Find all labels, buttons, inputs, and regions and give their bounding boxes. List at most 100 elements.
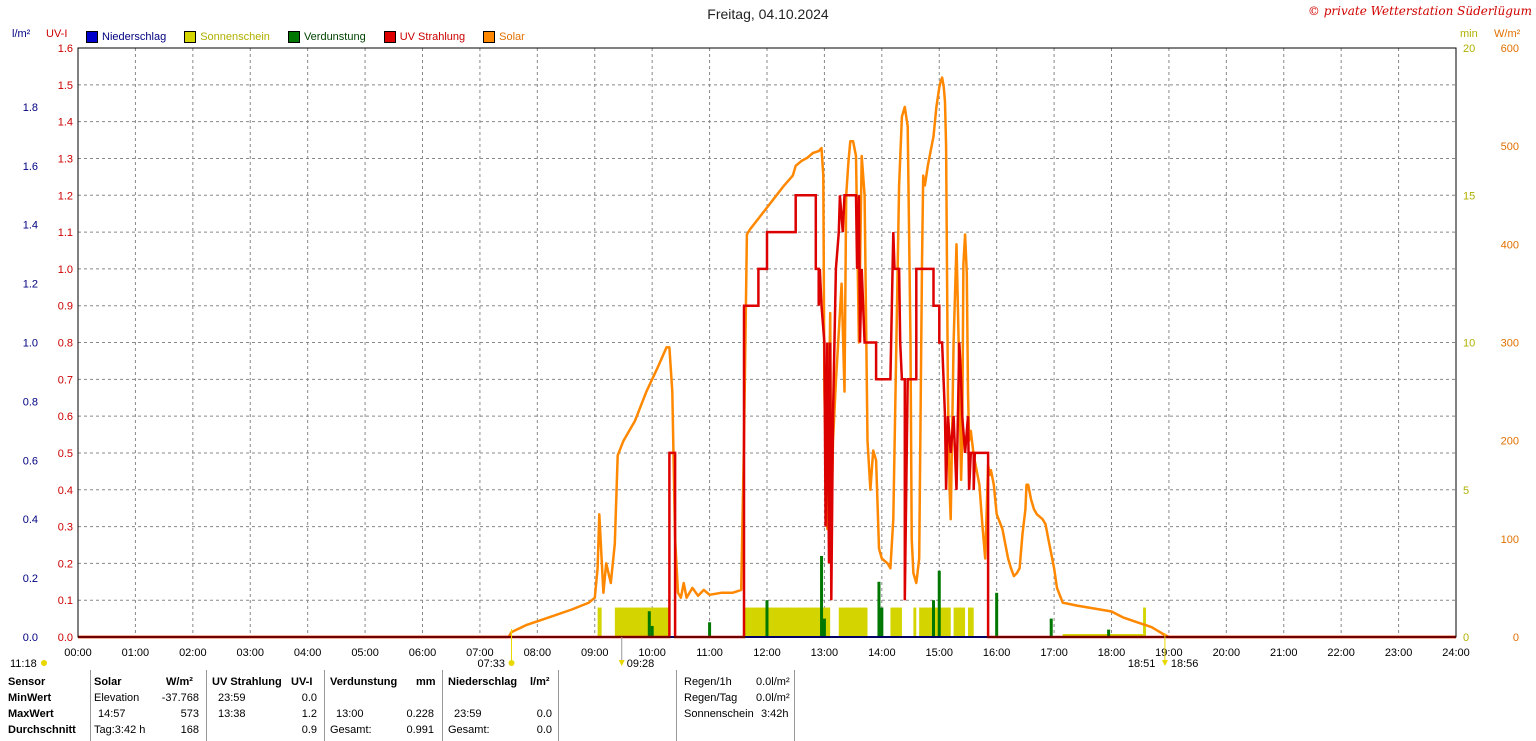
- copyright-label: © private Wetterstation Süderlügum: [1307, 4, 1532, 18]
- right-inner-unit: min: [1460, 28, 1478, 40]
- evaporation-spikes: [647, 556, 1111, 637]
- sun-event-1-label: 09:28: [627, 658, 655, 670]
- legend-label-sonnenschein: Sonnenschein: [200, 31, 270, 43]
- stats-solar-max-value: 573: [180, 708, 199, 720]
- sunshine-axis-tick-label: 0: [1463, 632, 1469, 644]
- sunshine-axis-tick-label: 5: [1463, 485, 1469, 497]
- uv-axis-tick-label: 0.0: [58, 632, 73, 644]
- sunrise-sun-icon: [508, 660, 515, 666]
- stats-rain-header: Niederschlag: [448, 676, 518, 688]
- chart-canvas: 0.0 0.2 0.4 0.6 0.8 1.0 1.2 1.4 1.6 1.8 0.0 0.1 0.2 0…: [10, 43, 1519, 670]
- time-axis-tick-label: 00:00: [64, 647, 92, 659]
- legend-niederschlag: Niederschlag: [86, 31, 166, 43]
- stats-separator: [676, 670, 677, 741]
- uv-axis-tick-label: 0.4: [58, 485, 73, 497]
- stats-verd-max-time: 13:00: [336, 708, 364, 720]
- stats-solar-min-label: Elevation: [94, 692, 140, 704]
- legend-verdunstung: Verdunstung: [287, 31, 366, 43]
- legend-swatch-verdunstung: [287, 31, 300, 43]
- sunshine-bar: [614, 607, 670, 637]
- stats-row-max: MaxWert: [8, 708, 54, 720]
- stats-separator: [206, 670, 207, 741]
- sunshine-bar: [919, 607, 940, 637]
- uv-axis-tick-label: 0.3: [58, 522, 73, 534]
- sunshine-axis-tick-label: 20: [1463, 43, 1475, 55]
- stats-separator: [794, 670, 795, 741]
- stats-uv-header: UV Strahlung: [212, 676, 282, 688]
- chart-legend: Niederschlag Sonnenschein Verdunstung UV…: [86, 31, 525, 43]
- sunshine-bar: [953, 607, 966, 637]
- stats-separator: [442, 670, 443, 741]
- stats-rain-unit: l/m²: [530, 676, 550, 688]
- time-axis-tick-label: 02:00: [179, 647, 207, 659]
- time-axis-tick-label: 09:00: [581, 647, 609, 659]
- time-markers: 11:18 07:33 09:28 18:51 18:56: [10, 629, 1198, 670]
- uv-axis-tick-label: 1.2: [58, 190, 73, 202]
- summary-sonne-label: Sonnenschein: [684, 708, 754, 720]
- uv-axis-tick-label: 0.9: [58, 301, 73, 313]
- time-axis-tick-label: 08:00: [524, 647, 552, 659]
- stats-uv-max-value: 1.2: [301, 708, 317, 720]
- current-time-sun-icon: [41, 660, 47, 666]
- uv-axis-tick-label: 1.3: [58, 153, 73, 165]
- chart-title: Freitag, 04.10.2024: [707, 6, 829, 22]
- legend-swatch-uv: [383, 31, 396, 43]
- time-axis-tick-label: 12:00: [753, 647, 781, 659]
- uv-axis-tick-label: 0.7: [58, 374, 73, 386]
- stats-solar-header: Solar: [94, 676, 122, 688]
- summary-regen-h-value: 0.0l/m²: [756, 676, 790, 688]
- solar-axis-tick-label: 0: [1513, 632, 1519, 644]
- solar-axis-tick-label: 500: [1501, 141, 1519, 153]
- uv-axis-tick-label: 1.0: [58, 264, 73, 276]
- uv-axis-tick-label: 1.5: [58, 80, 73, 92]
- stats-solar-max-time: 14:57: [98, 708, 126, 720]
- legend-label-niederschlag: Niederschlag: [102, 31, 167, 43]
- time-axis-tick-label: 05:00: [351, 647, 379, 659]
- stats-row-min: MinWert: [8, 692, 52, 704]
- stats-uv-min-time: 23:59: [218, 692, 246, 704]
- axis-labels: 0.0 0.2 0.4 0.6 0.8 1.0 1.2 1.4 1.6 1.8 0.0 0.1 0.2 0…: [23, 43, 1519, 659]
- stats-separator: [90, 670, 91, 741]
- stats-solar-min-value: -37.768: [161, 692, 199, 704]
- right-outer-unit: W/m²: [1494, 28, 1521, 40]
- stats-verd-total-value: 0.991: [406, 724, 434, 736]
- sunshine-bar: [913, 607, 917, 637]
- uv-axis-tick-label: 0.6: [58, 411, 73, 423]
- stats-solar-avg-value: 168: [180, 724, 199, 736]
- stats-rain-total-label: Gesamt:: [448, 724, 490, 736]
- legend-sonnenschein: Sonnenschein: [184, 31, 270, 43]
- sun-event-1-icon: [618, 660, 625, 666]
- sunshine-bar: [744, 607, 831, 637]
- time-axis-tick-label: 14:00: [868, 647, 896, 659]
- stats-separator: [558, 670, 559, 741]
- rain-axis-tick-label: 0.4: [23, 514, 38, 526]
- time-axis-tick-label: 01:00: [122, 647, 150, 659]
- legend-uv: UV Strahlung: [383, 31, 465, 43]
- time-axis-tick-label: 24:00: [1442, 647, 1470, 659]
- time-axis-tick-label: 17:00: [1040, 647, 1068, 659]
- time-axis-tick-label: 21:00: [1270, 647, 1298, 659]
- uv-axis-tick-label: 0.2: [58, 558, 73, 570]
- sunshine-bar: [939, 607, 951, 637]
- left-inner-unit: UV-I: [46, 28, 68, 40]
- sun-event-2-label: 18:51: [1128, 658, 1156, 670]
- stats-uv-avg-value: 0.9: [301, 724, 317, 736]
- stats-verd-unit: mm: [416, 676, 436, 688]
- stats-uv-max-time: 13:38: [218, 708, 246, 720]
- stats-uv-min-value: 0.0: [301, 692, 317, 704]
- stats-solar-day-hours: Tag:3:42 h: [94, 724, 146, 736]
- uv-axis-tick-label: 0.8: [58, 338, 73, 350]
- legend-solar: Solar: [483, 31, 525, 43]
- summary-regen-h-label: Regen/1h: [684, 676, 732, 688]
- time-axis-tick-label: 13:00: [811, 647, 839, 659]
- rain-axis-tick-label: 0.0: [23, 632, 38, 644]
- uv-axis-tick-label: 0.5: [58, 448, 73, 460]
- current-time-label: 11:18: [10, 658, 37, 670]
- stats-row-avg: Durchschnitt: [8, 724, 76, 736]
- time-axis-tick-label: 15:00: [925, 647, 953, 659]
- summary-sonne-value: 3:42h: [761, 708, 789, 720]
- legend-swatch-solar: [483, 31, 496, 43]
- time-axis-tick-label: 03:00: [236, 647, 264, 659]
- rain-axis-tick-label: 1.0: [23, 338, 38, 350]
- time-axis-tick-label: 20:00: [1213, 647, 1241, 659]
